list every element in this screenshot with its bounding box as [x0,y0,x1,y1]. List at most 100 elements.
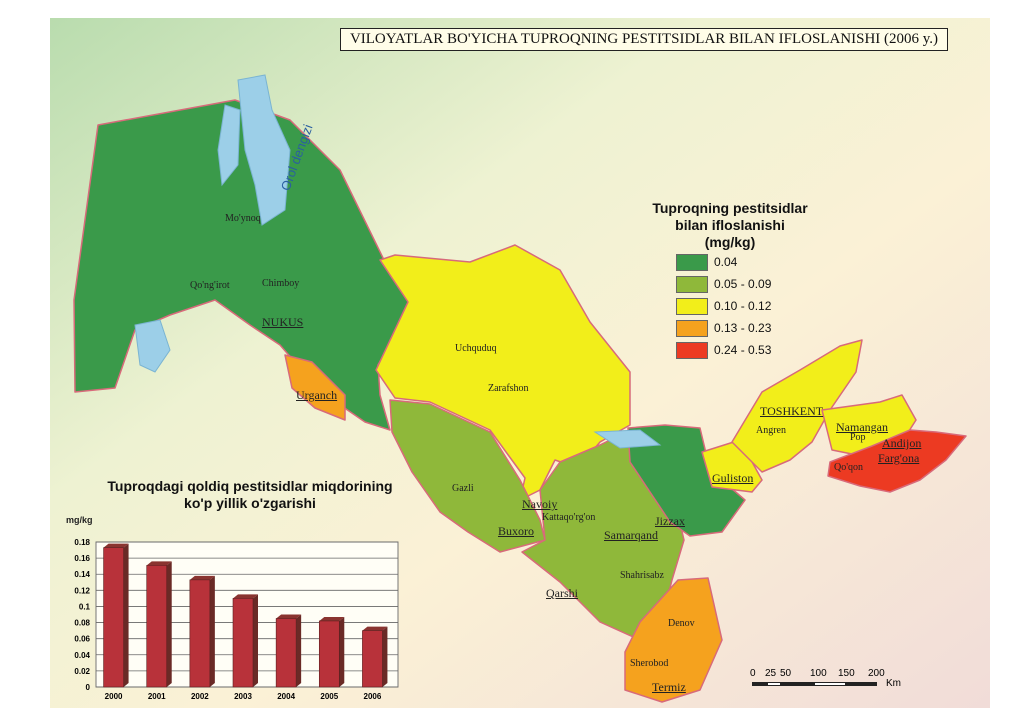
chart-bar [103,547,124,688]
city-label[interactable]: Shahrisabz [620,570,664,581]
legend-title: Tuproqning pestitsidlar bilan ifloslanis… [640,200,820,251]
region-toshkent[interactable] [731,339,863,473]
city-label[interactable]: Urganch [296,388,338,402]
chart-y-tick-label: 0.12 [74,586,90,595]
city-label[interactable]: Samarqand [604,528,658,542]
aydarkul-lake [593,429,662,449]
chart-bar [146,565,168,688]
city-label[interactable]: Qo'ng'irot [190,280,230,291]
city-label[interactable]: Angren [756,425,786,436]
chart-bar [275,618,297,688]
chart-svg: 0 0.02 0.04 0.06 0.08 0.1 0.12 0.14 0.16 0.18 2000… [74,538,399,701]
chart-bar-side [123,543,129,687]
city-label[interactable]: Mo'ynoq [225,213,261,224]
chart-title: Tuproqdagi qoldiq pestitsidlar miqdorini… [80,478,420,512]
chart-title-line: ko'p yillik o'zgarishi [184,495,316,511]
chart-title-line: Tuproqdagi qoldiq pestitsidlar miqdorini… [107,478,393,494]
chart-bar-top [276,614,302,619]
chart-bar [362,630,383,688]
city-label[interactable]: NUKUS [262,315,304,329]
scale-tick-label: 200 [868,668,885,679]
legend-item: 0.24 - 0.53 [676,339,820,361]
scale-tick-label: 100 [810,668,827,679]
legend-swatch [676,297,708,315]
scale-unit: Km [886,678,901,689]
chart-bar-top [103,543,129,548]
legend-label: 0.13 - 0.23 [714,321,772,335]
chart-bar-side [166,561,172,687]
scale-tick-label: 25 [765,668,777,679]
city-label[interactable]: Zarafshon [488,383,529,394]
legend-swatch [676,275,708,293]
legend-label: 0.24 - 0.53 [714,343,772,357]
aral-sea [237,74,291,226]
scale-tick-label: 0 [750,668,756,679]
region-buxoro[interactable] [389,399,546,553]
legend-title-line: (mg/kg) [704,234,756,250]
chart-x-tick-label: 2000 [105,692,123,701]
legend-title-line: bilan ifloslanishi [675,217,785,233]
city-label[interactable]: Kattaqo'rg'on [542,512,596,523]
scale-tick-label: 150 [838,668,855,679]
city-label[interactable]: Qo'qon [834,462,864,473]
chart-y-tick-label: 0.02 [74,667,90,676]
city-label[interactable]: TOSHKENT [760,404,824,418]
legend-label: 0.04 [714,255,738,269]
chart-bar-side [253,594,258,687]
chart-x-tick-label: 2001 [148,692,166,701]
chart-y-tick-label: 0.04 [74,651,90,660]
chart-bar [189,579,211,688]
scale-tick-label: 50 [780,668,792,679]
chart-x-tick-label: 2003 [234,692,252,701]
city-label[interactable]: Namangan [836,420,888,434]
legend: Tuproqning pestitsidlar bilan ifloslanis… [640,200,820,361]
city-label[interactable]: Chimboy [262,278,300,289]
city-label[interactable]: Buxoro [498,524,534,538]
legend-item: 0.10 - 0.12 [676,295,820,317]
city-label[interactable]: Jizzax [655,514,685,528]
city-label[interactable]: Denov [668,618,695,629]
chart-y-tick-label: 0.18 [74,538,90,547]
city-label[interactable]: Termiz [652,680,686,694]
chart-bar-top [362,626,388,631]
map-title: VILOYATLAR BO'YICHA TUPROQNING PESTITSID… [340,28,948,51]
chart-bar-side [382,626,388,687]
city-label[interactable]: Uchquduq [455,343,497,354]
region-jizzax[interactable] [627,424,746,537]
chart-x-tick-label: 2006 [364,692,382,701]
chart-x-tick-label: 2005 [320,692,338,701]
city-label[interactable]: Gazli [452,483,474,494]
legend-swatch [676,253,708,271]
city-label[interactable]: Farg'ona [878,451,920,465]
chart-bar-side [209,575,215,687]
chart-bar-top [233,594,258,599]
legend-swatch [676,341,708,359]
city-label[interactable]: Guliston [712,471,754,485]
scale-bar [752,682,877,686]
chart-x-tick-label: 2002 [191,692,209,701]
legend-title-line: Tuproqning pestitsidlar [652,200,808,216]
chart-bar [232,598,254,688]
chart-y-label: mg/kg [66,515,93,525]
region-fargona-andijon[interactable] [827,429,967,493]
chart-bar-top [189,575,215,580]
city-label[interactable]: Andijon [882,436,922,450]
city-label[interactable]: Qarshi [546,586,578,600]
chart-bar-top [146,561,172,566]
chart-bar-top [319,616,345,621]
city-label[interactable]: Sherobod [630,658,669,669]
chart-y-tick-label: 0.06 [74,635,90,644]
chart-y-tick-label: 0 [86,683,91,692]
chart-x-tick-label: 2004 [277,692,295,701]
city-label[interactable]: Pop [850,432,866,443]
aral-sea-west [217,104,241,187]
legend-item: 0.05 - 0.09 [676,273,820,295]
chart-y-tick-label: 0.14 [74,570,90,579]
chart-bar [318,620,340,688]
chart-y-tick-label: 0.08 [74,619,90,628]
chart-y-tick-label: 0.1 [79,602,91,611]
sarygamysh-lake [134,319,171,373]
region-xorazm[interactable] [284,354,346,421]
region-surxondaryo[interactable] [624,577,723,703]
city-label[interactable]: Navoiy [522,497,558,511]
